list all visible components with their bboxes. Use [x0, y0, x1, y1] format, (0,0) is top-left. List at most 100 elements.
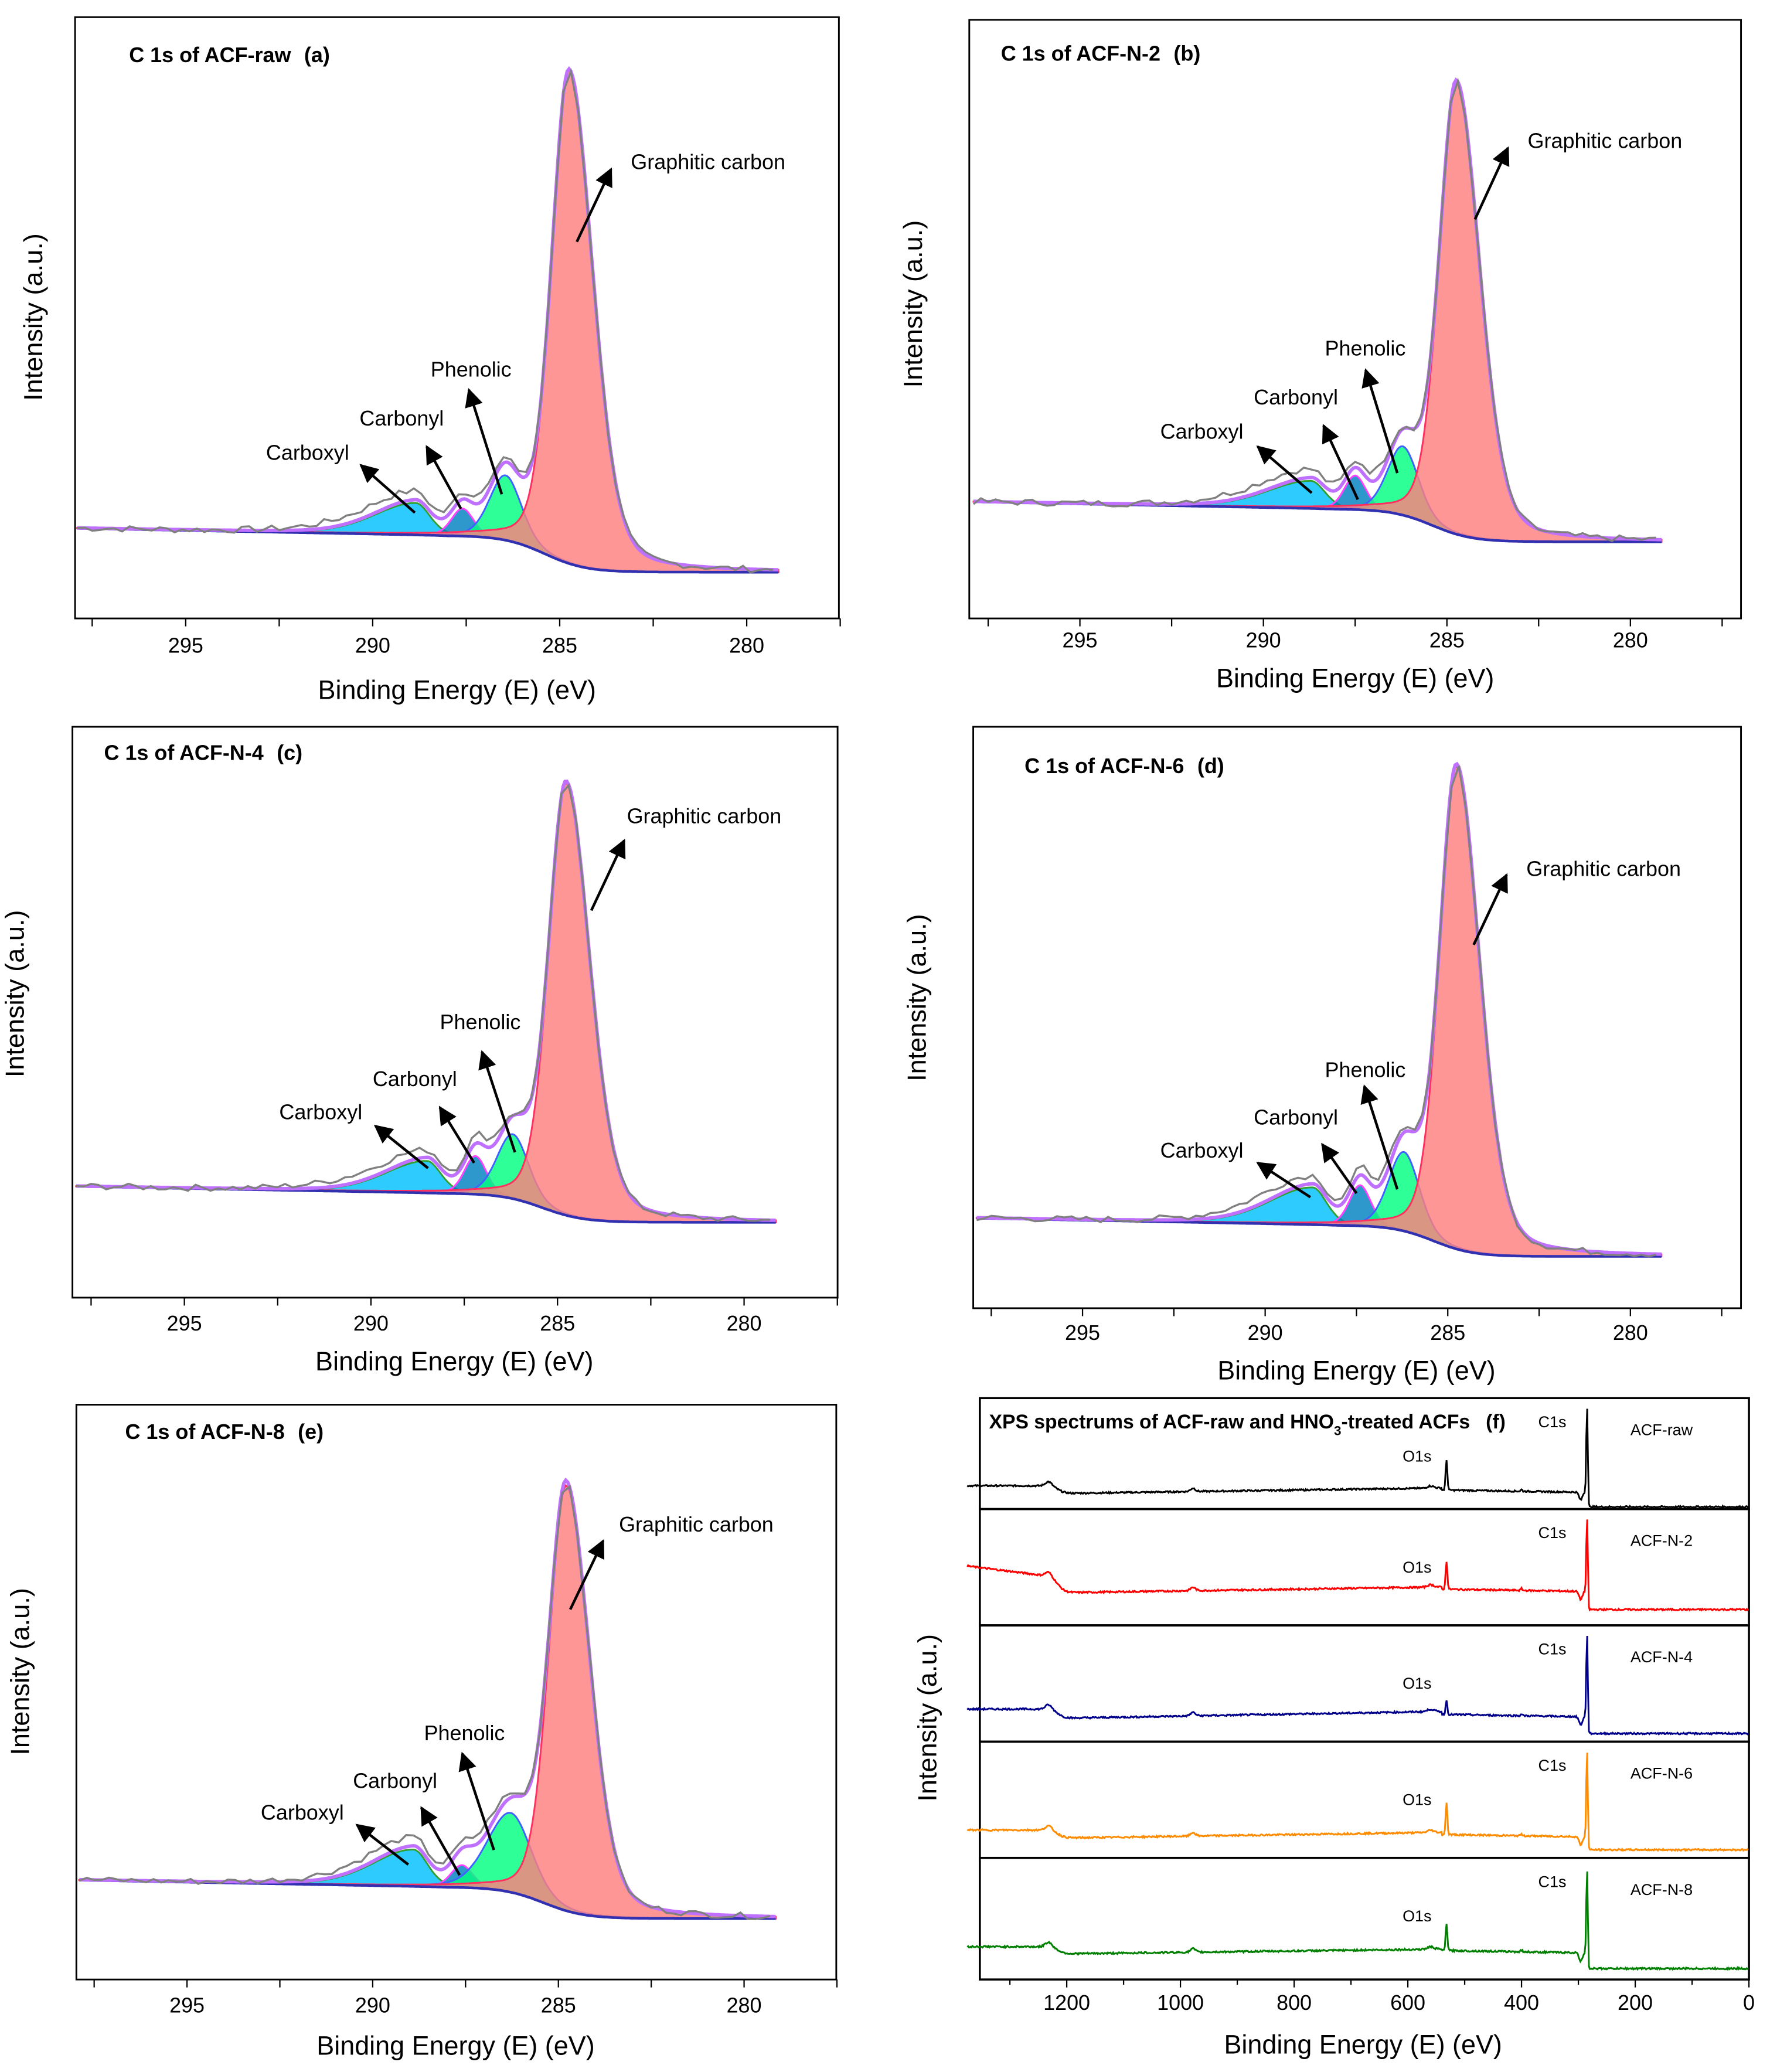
panel-title: C 1s of ACF-raw (a) — [129, 43, 330, 67]
raw-spectrum-line — [77, 67, 774, 574]
annotation-arrow — [1473, 146, 1510, 220]
annotation-arrow — [1322, 424, 1359, 501]
annotation-label: Carbonyl — [373, 1067, 457, 1091]
panel-title: XPS spectrums of ACF-raw and HNO3-treate… — [989, 1411, 1506, 1438]
o1s-peak-label: O1s — [1403, 1675, 1431, 1692]
survey-spectrum-acf-n-8 — [966, 1871, 1749, 1971]
panel-tag: (e) — [298, 1420, 324, 1444]
annotation-label: Carboxyl — [279, 1100, 362, 1124]
annotation-label: Graphitic carbon — [619, 1512, 774, 1536]
panel-e: 295 290 285 280 Binding Energy (E) (eV) Inten… — [5, 1404, 838, 2061]
panel-title-subscript: 3 — [1334, 1423, 1341, 1438]
panel-title-text: -treated ACFs — [1342, 1411, 1471, 1433]
x-tick-label: 280 — [729, 634, 764, 658]
y-axis-label: Intensity (a.u.) — [913, 1634, 942, 1802]
annotation-label: Carbonyl — [1254, 1105, 1338, 1129]
annotation-arrow — [359, 464, 416, 514]
x-tick-label: 295 — [1065, 1321, 1100, 1345]
x-tick-label: 800 — [1277, 1991, 1312, 2015]
x-tick-label: 285 — [540, 1311, 575, 1335]
x-tick-label: 290 — [1246, 628, 1281, 652]
annotation-label: Phenolic — [1325, 336, 1406, 360]
annotation-label: Carbonyl — [1254, 385, 1338, 409]
series-label: ACF-raw — [1631, 1421, 1693, 1438]
x-axis-label: Binding Energy (E) (eV) — [315, 1346, 593, 1376]
plot-frame — [74, 16, 840, 620]
series-label: ACF-N-6 — [1631, 1764, 1693, 1782]
annotation-label: Phenolic — [1325, 1057, 1406, 1081]
x-tick-label: 0 — [1743, 1991, 1755, 2015]
annotation-label: Carboxyl — [261, 1800, 344, 1824]
x-tick-label: 600 — [1390, 1991, 1425, 2015]
x-tick-label: 280 — [1613, 628, 1648, 652]
x-tick-label: 280 — [1613, 1321, 1648, 1345]
plot-frame — [968, 19, 1742, 620]
annotation-arrow — [569, 1539, 605, 1610]
panel-title-text: C 1s of ACF-raw — [129, 43, 291, 67]
panel-tag: (f) — [1486, 1411, 1506, 1433]
x-tick-label: 200 — [1618, 1991, 1653, 2015]
survey-spectrum-acf-n-4 — [966, 1635, 1749, 1736]
o1s-peak-label: O1s — [1403, 1447, 1431, 1465]
annotation-label: Carbonyl — [359, 406, 444, 430]
annotation-arrow — [1361, 368, 1399, 474]
panel-title-text: C 1s of ACF-N-4 — [104, 740, 264, 764]
series-label: ACF-N-4 — [1631, 1648, 1693, 1666]
raw-spectrum-line — [972, 77, 1656, 542]
c1s-peak-label: C1s — [1538, 1413, 1567, 1431]
annotation-arrow — [420, 1806, 461, 1876]
annotation-label: Phenolic — [424, 1721, 505, 1745]
panel-tag: (b) — [1173, 42, 1200, 66]
x-tick-label: 285 — [1430, 1321, 1465, 1345]
annotation-label: Graphitic carbon — [627, 804, 782, 828]
annotation-label: Phenolic — [440, 1010, 521, 1034]
panel-tag: (a) — [304, 43, 330, 67]
x-axis-label: Binding Energy (E) (eV) — [1217, 1356, 1495, 1386]
x-axis-label: Binding Energy (E) (eV) — [318, 675, 596, 705]
annotation-arrow — [590, 838, 626, 911]
y-axis-label: Intensity (a.u.) — [898, 220, 928, 388]
x-axis-label: Binding Energy (E) (eV) — [1224, 2029, 1502, 2059]
panel-title-text: XPS spectrums of ACF-raw and HNO — [989, 1411, 1335, 1433]
annotation-label: Graphitic carbon — [1526, 857, 1681, 881]
x-tick-label: 400 — [1504, 1991, 1539, 2015]
survey-spectrum-acf-n-6 — [966, 1753, 1749, 1852]
panel-a: 295 290 285 280 Binding Energy (E) (eV) Inten… — [18, 16, 841, 705]
annotation-label: Carboxyl — [1160, 1138, 1244, 1162]
x-tick-label: 295 — [1063, 628, 1098, 652]
x-tick-label: 295 — [169, 1993, 205, 2017]
annotation-arrow — [438, 1105, 475, 1164]
panel-title: C 1s of ACF-N-8 (e) — [125, 1420, 324, 1444]
x-tick-label: 285 — [541, 1993, 576, 2017]
c1s-peak-label: C1s — [1538, 1873, 1567, 1890]
y-axis-label: Intensity (a.u.) — [902, 914, 932, 1081]
annotation-arrow — [465, 388, 503, 495]
c1s-peak-label: C1s — [1538, 1757, 1567, 1774]
raw-spectrum-line — [76, 783, 771, 1222]
panel-title-text: C 1s of ACF-N-8 — [125, 1420, 284, 1444]
survey-spectrum-acf-raw — [966, 1408, 1749, 1509]
y-axis-label: Intensity (a.u.) — [0, 910, 29, 1078]
panel-b: 295 290 285 280 Binding Energy (E) (eV) Inten… — [898, 19, 1742, 693]
y-axis-label: Intensity (a.u.) — [5, 1588, 35, 1755]
annotation-arrow — [1321, 1142, 1358, 1195]
spectrum-subpanel — [978, 1856, 1750, 1981]
annotation-arrow — [355, 1823, 409, 1866]
panel-title: C 1s of ACF-N-2 (b) — [1001, 42, 1201, 66]
x-axis-label: Binding Energy (E) (eV) — [316, 2031, 594, 2061]
panel-title-text: C 1s of ACF-N-6 — [1024, 754, 1184, 778]
o1s-peak-label: O1s — [1403, 1559, 1431, 1576]
x-tick-label: 290 — [353, 1311, 389, 1335]
annotation-arrow — [1256, 445, 1313, 494]
panel-title-text: C 1s of ACF-N-2 — [1001, 42, 1160, 66]
series-label: ACF-N-8 — [1631, 1881, 1693, 1899]
raw-spectrum-line — [79, 1485, 771, 1920]
annotation-arrow — [1256, 1162, 1312, 1199]
x-tick-label: 295 — [167, 1311, 202, 1335]
x-tick-label: 290 — [355, 1993, 390, 2017]
annotation-arrow — [426, 445, 462, 510]
x-tick-label: 290 — [1248, 1321, 1283, 1345]
panel-title: C 1s of ACF-N-6 (d) — [1024, 754, 1224, 778]
